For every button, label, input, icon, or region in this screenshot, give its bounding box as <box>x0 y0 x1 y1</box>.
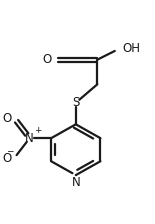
Text: +: + <box>34 126 41 135</box>
Text: O: O <box>2 112 11 125</box>
Text: S: S <box>72 96 80 109</box>
Text: N: N <box>71 176 80 189</box>
Text: O: O <box>42 53 51 66</box>
Text: N: N <box>25 132 34 145</box>
Text: −: − <box>6 146 13 155</box>
Text: OH: OH <box>122 42 140 55</box>
Text: O: O <box>2 152 11 165</box>
